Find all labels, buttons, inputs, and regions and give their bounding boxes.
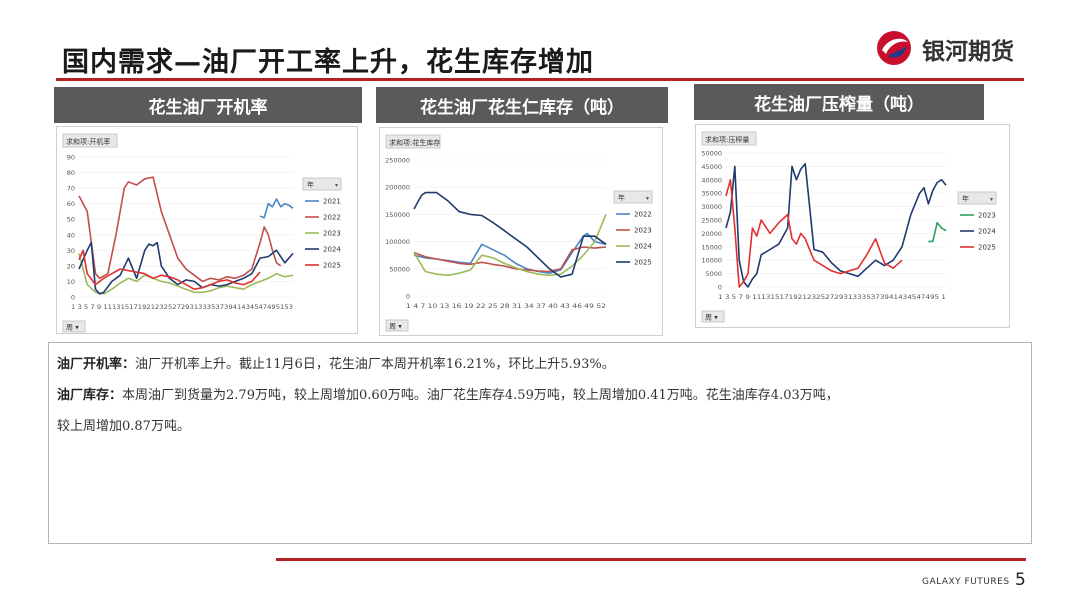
y-tick-label: 200000 xyxy=(385,184,410,192)
y-tick-label: 20 xyxy=(67,262,75,270)
series-line-2021 xyxy=(259,198,294,219)
y-tick-label: 40 xyxy=(67,231,75,239)
filter-button-label: 周 ▾ xyxy=(66,324,79,332)
y-tick-label: 80 xyxy=(67,169,75,177)
legend-dropdown-icon: ▾ xyxy=(990,196,993,203)
legend-label-2025: 2025 xyxy=(978,244,996,252)
series-line-2025 xyxy=(725,178,903,288)
filter-button-box xyxy=(701,310,725,323)
legend-title-box xyxy=(957,191,997,205)
chart-kernel-stock: 求和项:花生库存 250000 200000 150000 100000 50000 0 1 … xyxy=(379,127,663,336)
legend-label-2022: 2022 xyxy=(323,214,341,222)
title-divider xyxy=(56,78,1024,81)
panel-header-kernel-stock: 花生油厂花生仁库存（吨） xyxy=(376,87,668,123)
series-line-2024 xyxy=(725,162,947,288)
chart-svg-operating-rate: 求和项:开机率 90 80 70 60 50 40 30 20 10 0 1 3 5 7 9 1113… xyxy=(62,133,342,333)
filter-button-box xyxy=(62,320,86,333)
filter-button-label: 周 ▾ xyxy=(389,323,402,331)
field-label: 求和项:开机率 xyxy=(66,137,110,146)
field-label: 求和项:花生库存 xyxy=(389,138,440,147)
filter-button-box xyxy=(385,319,409,332)
y-tick-label: 70 xyxy=(67,185,75,193)
y-tick-label: 250000 xyxy=(385,157,410,165)
note-label-stock: 油厂库存： xyxy=(57,388,123,403)
chart-crush-volume: 求和项:压榨量 50000 45000 40000 35000 30000 25000 200… xyxy=(695,124,1010,328)
series-line-2023 xyxy=(78,253,294,295)
y-tick-label: 45000 xyxy=(701,163,722,171)
legend-label-2021: 2021 xyxy=(323,198,341,206)
y-tick-label: 50000 xyxy=(389,265,410,273)
y-tick-label: 30000 xyxy=(701,203,722,211)
y-tick-label: 10 xyxy=(67,278,75,286)
y-tick-label: 0 xyxy=(718,284,722,292)
series-line-2023 xyxy=(928,221,947,243)
company-logo xyxy=(874,28,1034,68)
legend-title: 年 xyxy=(962,194,969,203)
y-tick-label: 50000 xyxy=(701,150,722,158)
footer-brand: GALAXY FUTURES xyxy=(922,577,1010,587)
y-tick-label: 15000 xyxy=(701,243,722,251)
legend-label-2023: 2023 xyxy=(978,212,996,220)
legend-title: 年 xyxy=(618,193,625,202)
page-title: 国内需求—油厂开工率上升，花生库存增加 xyxy=(62,47,594,78)
y-tick-label: 100000 xyxy=(385,238,410,246)
page-number: 5 xyxy=(1015,570,1026,590)
y-tick-label: 40000 xyxy=(701,176,722,184)
legend-title-box xyxy=(302,177,342,191)
y-tick-label: 0 xyxy=(71,294,75,302)
chart-svg-crush-volume: 求和项:压榨量500004500040000350003000025000200… xyxy=(701,131,997,323)
legend-label-2024: 2024 xyxy=(634,243,652,251)
y-tick-label: 20000 xyxy=(701,230,722,238)
footer-divider xyxy=(276,558,1026,561)
series-line-2025 xyxy=(78,249,261,290)
y-tick-label: 10000 xyxy=(701,257,722,265)
legend-label-2022: 2022 xyxy=(634,211,652,219)
series-line-2024 xyxy=(78,241,294,295)
panel-header-crush-volume: 花生油厂压榨量（吨） xyxy=(694,84,984,120)
y-tick-label: 60 xyxy=(67,200,75,208)
x-tick-labels: 1 4 7 10 13 16 19 22 25 28 31 34 37 40 4… xyxy=(406,303,606,310)
y-tick-label: 90 xyxy=(67,154,75,162)
series-line-2025 xyxy=(413,191,607,278)
note-line-stock: 油厂库存：本周油厂到货量为2.79万吨，较上周增加0.60万吨。油厂花生库存4.… xyxy=(57,380,1023,411)
legend-label-2024: 2024 xyxy=(978,228,996,236)
legend-label-2023: 2023 xyxy=(634,227,652,235)
y-tick-label: 50 xyxy=(67,216,75,224)
y-tick-label: 5000 xyxy=(705,270,722,278)
filter-button-label: 周 ▾ xyxy=(705,314,718,322)
logo-text: 银河期货 xyxy=(922,39,1014,65)
y-tick-label: 30 xyxy=(67,247,75,255)
field-label-box xyxy=(701,131,757,146)
note-line-stock-cont: 较上周增加0.87万吨。 xyxy=(57,419,190,434)
field-label-box xyxy=(62,133,118,148)
y-tick-label: 0 xyxy=(406,293,410,301)
y-tick-label: 150000 xyxy=(385,211,410,219)
legend-dropdown-icon: ▾ xyxy=(646,195,649,202)
commentary-box: 油厂开机率：油厂开机率上升。截止11月6日，花生油厂本周开机率16.21%，环比… xyxy=(48,342,1032,544)
chart-operating-rate: 求和项:开机率 90 80 70 60 50 40 30 20 10 0 1 3 5 7 9 1113… xyxy=(56,126,358,334)
x-tick-labels: 1 3 5 7 9 111315171921232527293133353739… xyxy=(71,304,293,311)
panel-header-operating-rate: 花生油厂开机率 xyxy=(54,87,362,123)
legend-label-2025: 2025 xyxy=(323,262,341,270)
series-line-2022 xyxy=(78,176,282,283)
legend-title: 年 xyxy=(307,180,314,189)
galaxy-logo-icon xyxy=(877,31,911,65)
note-line-operating-rate: 油厂开机率：油厂开机率上升。截止11月6日，花生油厂本周开机率16.21%，环比… xyxy=(57,349,1023,380)
y-tick-label: 25000 xyxy=(701,217,722,225)
field-label-box xyxy=(385,134,441,149)
legend-label-2025: 2025 xyxy=(634,259,652,267)
y-tick-label: 35000 xyxy=(701,190,722,198)
legend-label-2024: 2024 xyxy=(323,246,341,254)
x-tick-labels: 1 3 5 7 9 111315171921232527293133353739… xyxy=(718,294,946,301)
field-label: 求和项:压榨量 xyxy=(705,135,749,144)
series-line-2023 xyxy=(413,246,607,273)
note-text-operating-rate: 油厂开机率上升。截止11月6日，花生油厂本周开机率16.21%，环比上升5.93… xyxy=(135,357,615,372)
chart-svg-kernel-stock: 求和项:花生库存 250000 200000 150000 100000 50000 0 1 … xyxy=(385,134,653,332)
legend-label-2023: 2023 xyxy=(323,230,341,238)
note-text-stock: 本周油厂到货量为2.79万吨，较上周增加0.60万吨。油厂花生库存4.59万吨，… xyxy=(122,388,839,403)
note-label-operating-rate: 油厂开机率： xyxy=(57,357,136,372)
legend-title-box xyxy=(613,190,653,204)
series-line-2024 xyxy=(413,214,607,277)
legend-dropdown-icon: ▾ xyxy=(335,182,338,189)
